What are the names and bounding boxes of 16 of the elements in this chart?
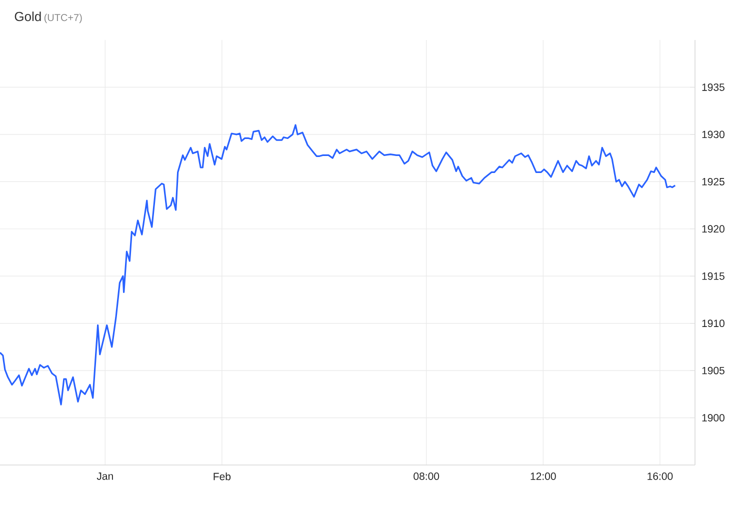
y-tick-label: 1920 <box>702 225 724 233</box>
y-tick-label: 1900 <box>702 414 724 422</box>
x-tick-label: 08:00 <box>414 472 440 480</box>
y-tick-label: 1905 <box>702 366 724 374</box>
y-tick-label: 1915 <box>702 272 724 280</box>
x-tick-label: Feb <box>214 472 231 480</box>
y-tick-label: 1935 <box>702 84 724 91</box>
y-tick-label: 1930 <box>702 130 724 138</box>
y-tick-label: 1925 <box>702 178 724 186</box>
y-tick-label: 1910 <box>702 320 724 328</box>
x-tick-label: 12:00 <box>530 472 556 480</box>
chart-subtitle: (UTC+7) <box>44 14 82 24</box>
chart-title: Gold <box>14 12 41 22</box>
line-series <box>0 124 676 406</box>
x-tick-label: 16:00 <box>648 472 673 480</box>
x-tick-label: Jan <box>96 472 113 480</box>
